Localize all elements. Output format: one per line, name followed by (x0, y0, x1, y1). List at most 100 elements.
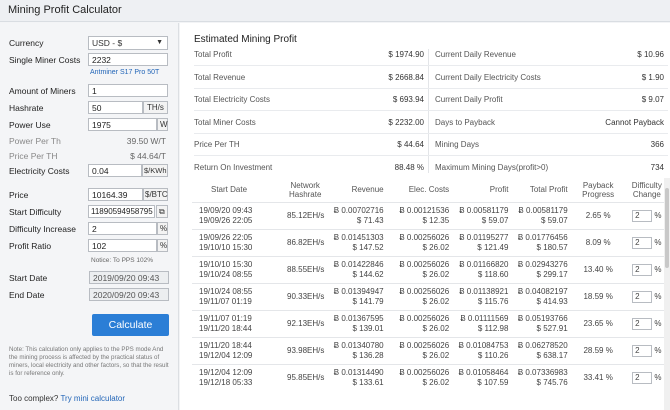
chevron-down-icon: ▼ (156, 39, 163, 46)
too-complex-text: Too complex? (9, 394, 59, 403)
cell-revenue: Ƀ 0.01451303 $ 147.52 (327, 228, 387, 256)
currency-value: USD - $ (92, 38, 123, 48)
cell-profit: Ƀ 0.01138921 $ 115.76 (452, 282, 512, 310)
hashrate-unit: TH/s (143, 101, 168, 114)
cell-difficulty-change: 2 % (625, 201, 668, 229)
difficulty-change-input[interactable]: 2 (632, 209, 653, 222)
estimate-value: 88.48 % (394, 162, 424, 172)
start-date-input[interactable]: 2019/09/20 09:43 (89, 271, 169, 284)
cell-payback-progress: 18.59 % (570, 282, 626, 310)
power-label: Power Use (9, 120, 51, 130)
difficulty-change-input[interactable]: 2 (632, 263, 653, 276)
cell-revenue: Ƀ 0.01422846 $ 144.62 (327, 255, 387, 283)
table-row: 19/11/20 18:44 19/12/04 12:09 93.98EH/s Ƀ 0… (192, 336, 668, 364)
cell-total-profit: Ƀ 0.02943276 $ 299.17 (511, 255, 571, 283)
difficulty-change-unit: % (654, 372, 662, 382)
estimate-value: $ 2668.84 (388, 72, 424, 82)
cell-start-date: 19/11/20 18:44 19/12/04 12:09 (192, 336, 267, 364)
cell-elec-costs: Ƀ 0.00256026 $ 26.02 (386, 228, 453, 256)
cell-difficulty-change: 2 % (625, 309, 668, 337)
hashrate-input[interactable]: 50 (88, 101, 143, 114)
cell-total-profit: Ƀ 0.00581179 $ 59.07 (511, 201, 571, 229)
cell-network-hashrate: 93.98EH/s (266, 336, 328, 364)
difficulty-change-input[interactable]: 2 (632, 290, 653, 303)
electricity-label: Electricity Costs (9, 166, 70, 176)
difficulty-change-input[interactable]: 2 (632, 344, 653, 357)
difficulty-change-input[interactable]: 2 (632, 371, 653, 384)
cell-payback-progress: 13.40 % (570, 255, 626, 283)
table-row: 19/09/20 09:43 19/09/26 22:05 85.12EH/s Ƀ 0… (192, 201, 668, 229)
cell-payback-progress: 28.59 % (570, 336, 626, 364)
cell-start-date: 19/09/20 09:43 19/09/26 22:05 (192, 201, 267, 229)
cell-revenue: Ƀ 0.01394947 $ 141.79 (327, 282, 387, 310)
estimate-label: Total Miner Costs (194, 117, 256, 127)
difficulty-change-input[interactable]: 2 (632, 236, 653, 249)
miner-model-link[interactable]: Antminer S17 Pro 50T (90, 69, 160, 76)
estimate-value: $ 2232.00 (388, 117, 424, 127)
col-profit: Profit (489, 185, 509, 195)
price-per-th-value: $ 44.64/T (130, 151, 166, 161)
difficulty-change-input[interactable]: 2 (632, 317, 653, 330)
input-panel: Currency USD - $ ▼ Single Miner Costs 22… (0, 23, 179, 410)
cell-start-date: 19/12/04 12:09 19/12/18 05:33 (192, 363, 267, 391)
estimate-label: Total Electricity Costs (194, 95, 271, 104)
calculate-button[interactable]: Calculate (92, 314, 169, 336)
price-input[interactable]: 10164.39 (88, 188, 143, 201)
profit-ratio-notice: Notice: To PPS 102% (91, 257, 154, 264)
miner-cost-input[interactable]: 2232 (88, 53, 168, 66)
table-row: 19/10/24 08:55 19/11/07 01:19 90.33EH/s Ƀ 0… (192, 282, 668, 310)
estimate-label: Days to Payback (435, 117, 496, 127)
difficulty-change-unit: % (654, 210, 662, 220)
cell-start-date: 19/11/07 01:19 19/11/20 18:44 (192, 309, 267, 337)
table-row: 19/11/07 01:19 19/11/20 18:44 92.13EH/s Ƀ 0… (192, 309, 668, 337)
cell-total-profit: Ƀ 0.01776456 $ 180.57 (511, 228, 571, 256)
mini-calculator-link[interactable]: Try mini calculator (60, 394, 126, 403)
cell-elec-costs: Ƀ 0.00256026 $ 26.02 (386, 363, 453, 391)
hashrate-label: Hashrate (9, 103, 44, 113)
power-input[interactable]: 1975 (88, 118, 157, 131)
estimate-value: 366 (650, 140, 664, 149)
electricity-input[interactable]: 0.04 (88, 164, 142, 177)
end-date-label: End Date (9, 290, 45, 300)
cell-profit: Ƀ 0.01195277 $ 121.49 (452, 228, 512, 256)
difficulty-change-unit: % (654, 318, 662, 328)
scrollbar-thumb[interactable] (665, 188, 669, 268)
estimate-label: Price Per TH (194, 140, 240, 149)
cell-difficulty-change: 2 % (625, 282, 668, 310)
currency-select[interactable]: USD - $ ▼ (88, 36, 168, 50)
profit-ratio-input[interactable]: 102 (88, 239, 157, 252)
estimate-label: Maximum Mining Days(profit>0) (435, 162, 549, 172)
cell-network-hashrate: 90.33EH/s (266, 282, 328, 310)
estimate-value: $ 693.94 (392, 95, 424, 104)
power-per-th-label: Power Per Th (9, 136, 61, 146)
estimate-value: Cannot Payback (605, 117, 664, 127)
copy-icon[interactable]: ⧉ (156, 205, 168, 218)
row-divider (194, 155, 668, 156)
start-difficulty-input[interactable]: 11890594958795 (88, 205, 155, 218)
cell-start-date: 19/09/26 22:05 19/10/10 15:30 (192, 228, 267, 256)
cell-network-hashrate: 86.82EH/s (266, 228, 328, 256)
col-difficulty-change: Difficulty Change (631, 180, 662, 199)
profit-table: Start Date Network Hashrate Revenue Elec… (192, 178, 668, 391)
electricity-unit: $/KWh (142, 164, 168, 177)
row-divider (194, 87, 668, 89)
estimate-label: Current Daily Revenue (435, 50, 516, 59)
difficulty-increase-input[interactable]: 2 (88, 222, 157, 235)
row-divider (194, 132, 668, 134)
cell-total-profit: Ƀ 0.07336983 $ 745.76 (511, 363, 571, 391)
cell-difficulty-change: 2 % (625, 363, 668, 391)
table-scrollbar[interactable] (664, 178, 670, 410)
table-row: 19/10/10 15:30 19/10/24 08:55 88.55EH/s Ƀ 0… (192, 255, 668, 283)
table-header-row: Start Date Network Hashrate Revenue Elec… (192, 178, 668, 202)
disclaimer-note: Note: This calculation only applies to t… (9, 346, 169, 377)
col-payback-progress: Payback Progress (582, 180, 615, 199)
profit-ratio-label: Profit Ratio (9, 241, 52, 251)
cell-profit: Ƀ 0.01058464 $ 107.59 (452, 363, 512, 391)
row-divider (194, 110, 668, 111)
cell-elec-costs: Ƀ 0.00256026 $ 26.02 (386, 309, 453, 337)
amount-input[interactable]: 1 (88, 84, 168, 97)
difficulty-change-unit: % (654, 345, 662, 355)
estimate-value: 734 (650, 162, 664, 172)
cell-revenue: Ƀ 0.01340780 $ 136.28 (327, 336, 387, 364)
end-date-input[interactable]: 2020/09/20 09:43 (89, 288, 169, 301)
